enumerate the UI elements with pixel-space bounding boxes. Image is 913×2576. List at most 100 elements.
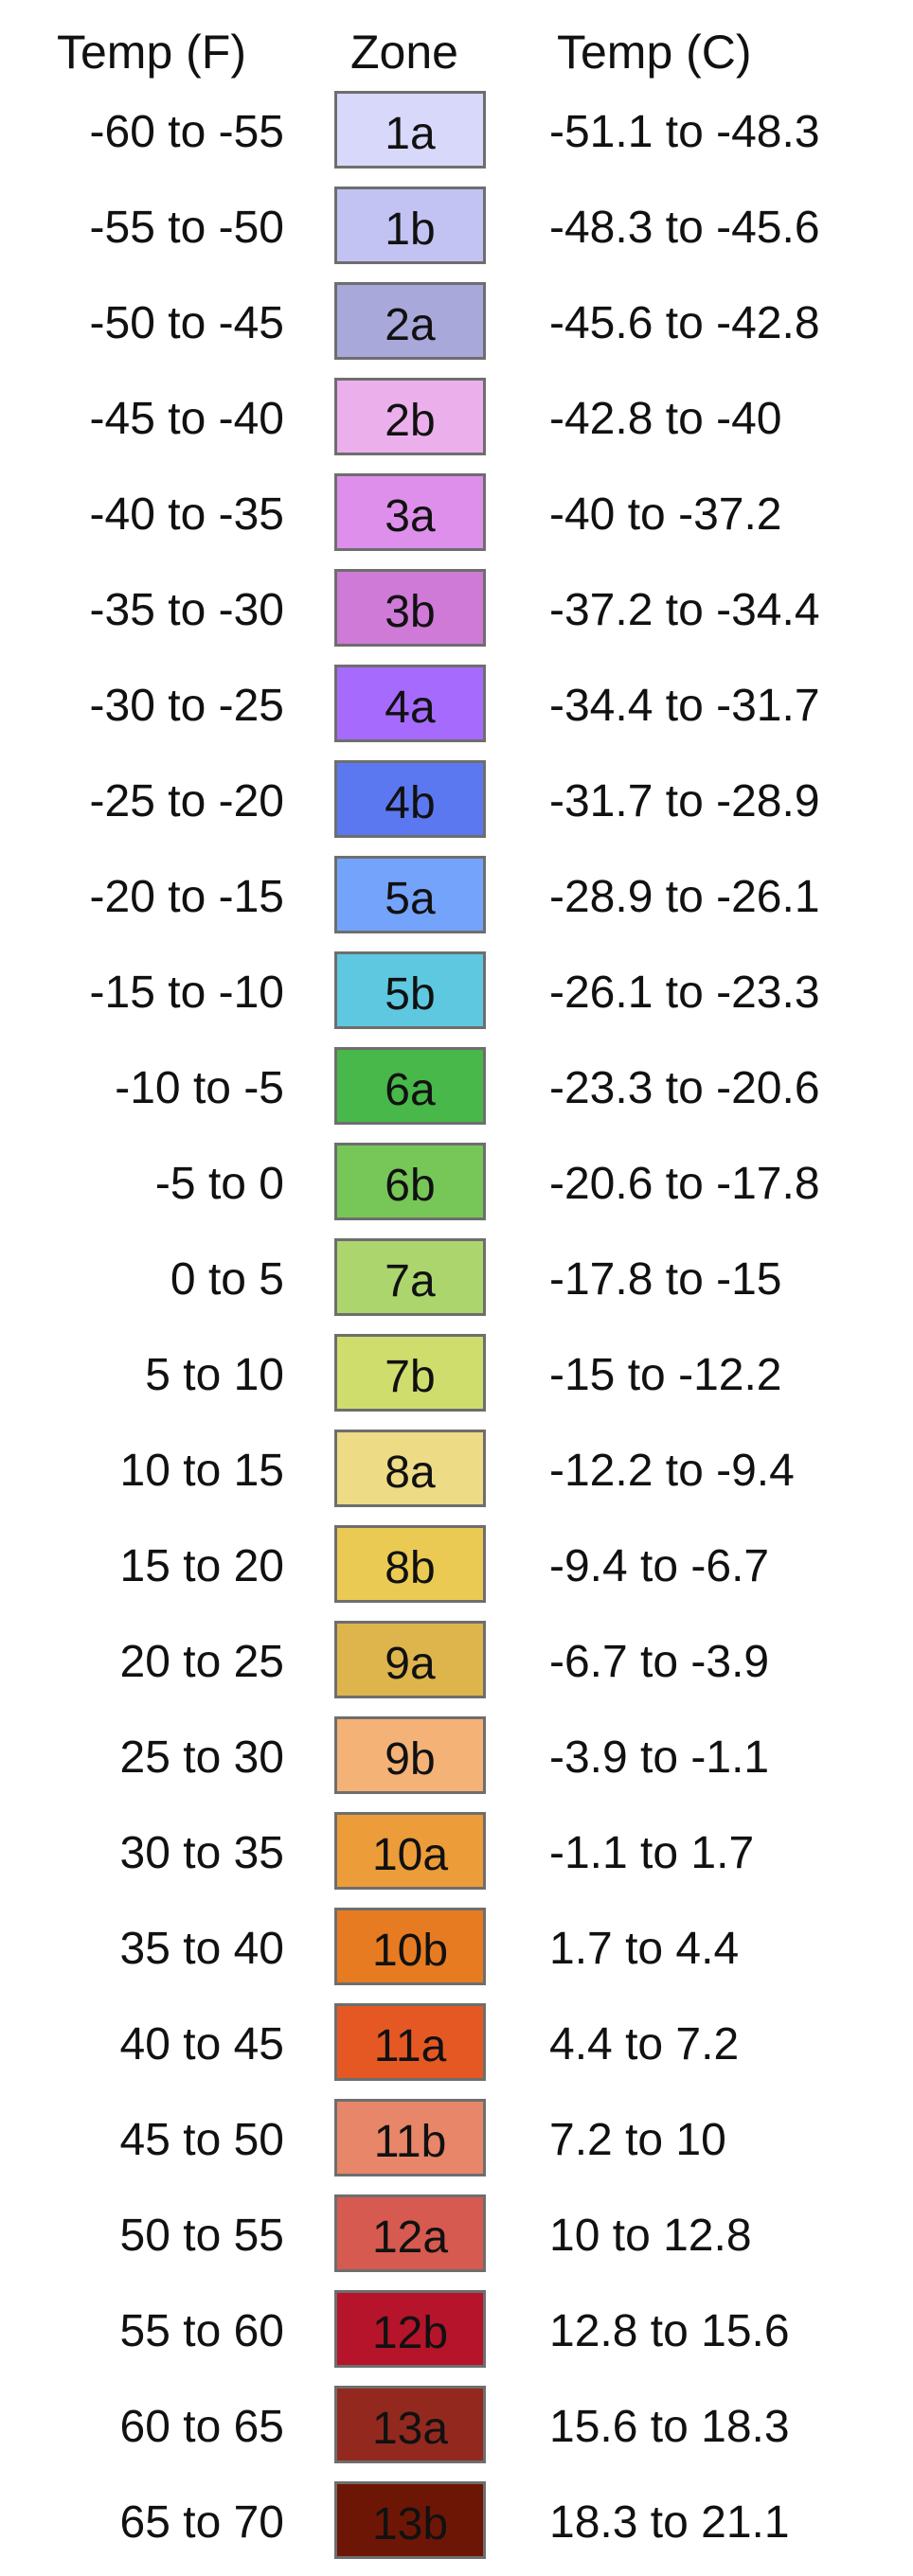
- temp-c-range: -42.8 to -40: [549, 394, 782, 444]
- temp-c-range: 12.8 to 15.6: [549, 2306, 790, 2356]
- zone-swatch-12b: 12b: [334, 2290, 486, 2368]
- legend-row-13b: 65 to 70 13b 18.3 to 21.1: [0, 2476, 913, 2571]
- zone-swatch-7b: 7b: [334, 1334, 486, 1412]
- legend-row-10b: 35 to 40 10b 1.7 to 4.4: [0, 1902, 913, 1998]
- temp-f-range: -10 to -5: [115, 1063, 284, 1113]
- zone-swatch-3a: 3a: [334, 473, 486, 551]
- temp-c-range: -23.3 to -20.6: [549, 1063, 820, 1113]
- temp-c-range: 4.4 to 7.2: [549, 2019, 740, 2070]
- zone-swatch-10a: 10a: [334, 1812, 486, 1890]
- legend-row-12a: 50 to 55 12a 10 to 12.8: [0, 2189, 913, 2284]
- zone-swatch-9a: 9a: [334, 1621, 486, 1698]
- temp-c-range: -45.6 to -42.8: [549, 298, 820, 348]
- zone-swatch-12a: 12a: [334, 2194, 486, 2272]
- temp-f-range: 45 to 50: [119, 2115, 284, 2165]
- temp-f-range: 35 to 40: [119, 1924, 284, 1974]
- temp-f-range: 15 to 20: [119, 1541, 284, 1591]
- zone-swatch-8b: 8b: [334, 1525, 486, 1603]
- temp-c-range: 15.6 to 18.3: [549, 2402, 790, 2452]
- temp-f-range: 20 to 25: [119, 1637, 284, 1687]
- temp-c-range: -12.2 to -9.4: [549, 1446, 795, 1496]
- temp-c-range: -34.4 to -31.7: [549, 681, 820, 731]
- zone-swatch-11b: 11b: [334, 2099, 486, 2176]
- zone-swatch-7a: 7a: [334, 1238, 486, 1316]
- temp-c-range: 18.3 to 21.1: [549, 2497, 790, 2548]
- legend-row-11a: 40 to 45 11a 4.4 to 7.2: [0, 1998, 913, 2093]
- temp-f-range: -15 to -10: [89, 968, 284, 1018]
- temp-f-range: 10 to 15: [119, 1446, 284, 1496]
- temp-f-range: 60 to 65: [119, 2402, 284, 2452]
- legend-row-1b: -55 to -50 1b -48.3 to -45.6: [0, 181, 913, 276]
- legend-row-5b: -15 to -10 5b -26.1 to -23.3: [0, 946, 913, 1041]
- temp-c-range: -15 to -12.2: [549, 1350, 782, 1400]
- zone-swatch-6b: 6b: [334, 1143, 486, 1220]
- temp-f-range: 65 to 70: [119, 2497, 284, 2548]
- temp-f-range: 40 to 45: [119, 2019, 284, 2070]
- legend-row-3a: -40 to -35 3a -40 to -37.2: [0, 468, 913, 563]
- header-temp-c: Temp (C): [557, 26, 752, 79]
- zone-swatch-13b: 13b: [334, 2481, 486, 2559]
- legend-row-2a: -50 to -45 2a -45.6 to -42.8: [0, 276, 913, 372]
- temp-c-range: -37.2 to -34.4: [549, 585, 820, 635]
- temp-f-range: -45 to -40: [89, 394, 284, 444]
- temp-f-range: 30 to 35: [119, 1828, 284, 1878]
- temp-f-range: -40 to -35: [89, 489, 284, 540]
- temp-f-range: 5 to 10: [145, 1350, 284, 1400]
- zone-swatch-1b: 1b: [334, 187, 486, 264]
- zone-swatch-5b: 5b: [334, 951, 486, 1029]
- legend-row-6a: -10 to -5 6a -23.3 to -20.6: [0, 1041, 913, 1137]
- header-zone: Zone: [350, 26, 458, 79]
- temp-f-range: 0 to 5: [170, 1254, 284, 1305]
- legend-row-1a: -60 to -55 1a -51.1 to -48.3: [0, 85, 913, 181]
- legend-row-11b: 45 to 50 11b 7.2 to 10: [0, 2093, 913, 2189]
- zone-swatch-11a: 11a: [334, 2003, 486, 2081]
- temp-c-range: -9.4 to -6.7: [549, 1541, 770, 1591]
- header-temp-f: Temp (F): [57, 26, 246, 79]
- temp-c-range: -28.9 to -26.1: [549, 872, 820, 922]
- temp-f-range: -20 to -15: [89, 872, 284, 922]
- zone-swatch-4a: 4a: [334, 665, 486, 742]
- temp-f-range: -30 to -25: [89, 681, 284, 731]
- legend-row-7b: 5 to 10 7b -15 to -12.2: [0, 1328, 913, 1424]
- zone-swatch-5a: 5a: [334, 856, 486, 933]
- temp-c-range: -51.1 to -48.3: [549, 107, 820, 157]
- zone-swatch-13a: 13a: [334, 2386, 486, 2463]
- legend-row-5a: -20 to -15 5a -28.9 to -26.1: [0, 850, 913, 946]
- zone-swatch-9b: 9b: [334, 1716, 486, 1794]
- zone-swatch-10b: 10b: [334, 1908, 486, 1985]
- legend-row-9b: 25 to 30 9b -3.9 to -1.1: [0, 1711, 913, 1806]
- legend-row-12b: 55 to 60 12b 12.8 to 15.6: [0, 2284, 913, 2380]
- zone-swatch-2b: 2b: [334, 378, 486, 455]
- legend-row-4a: -30 to -25 4a -34.4 to -31.7: [0, 659, 913, 755]
- temp-c-range: -31.7 to -28.9: [549, 776, 820, 826]
- legend-row-8b: 15 to 20 8b -9.4 to -6.7: [0, 1519, 913, 1615]
- temp-f-range: 25 to 30: [119, 1732, 284, 1783]
- legend-row-13a: 60 to 65 13a 15.6 to 18.3: [0, 2380, 913, 2476]
- zone-swatch-3b: 3b: [334, 569, 486, 647]
- zone-swatch-4b: 4b: [334, 760, 486, 838]
- legend-row-4b: -25 to -20 4b -31.7 to -28.9: [0, 755, 913, 850]
- temp-c-range: -40 to -37.2: [549, 489, 782, 540]
- temp-f-range: -35 to -30: [89, 585, 284, 635]
- temp-f-range: -25 to -20: [89, 776, 284, 826]
- temp-f-range: -5 to 0: [154, 1159, 284, 1209]
- temp-f-range: -55 to -50: [89, 203, 284, 253]
- zone-swatch-2a: 2a: [334, 282, 486, 360]
- temp-c-range: -20.6 to -17.8: [549, 1159, 820, 1209]
- legend-row-8a: 10 to 15 8a -12.2 to -9.4: [0, 1424, 913, 1519]
- temp-f-range: -60 to -55: [89, 107, 284, 157]
- zone-swatch-1a: 1a: [334, 91, 486, 169]
- zone-swatch-8a: 8a: [334, 1430, 486, 1507]
- legend-row-6b: -5 to 0 6b -20.6 to -17.8: [0, 1137, 913, 1233]
- legend-row-10a: 30 to 35 10a -1.1 to 1.7: [0, 1806, 913, 1902]
- temp-f-range: -50 to -45: [89, 298, 284, 348]
- temp-c-range: -48.3 to -45.6: [549, 203, 820, 253]
- temp-f-range: 55 to 60: [119, 2306, 284, 2356]
- legend-row-7a: 0 to 5 7a -17.8 to -15: [0, 1233, 913, 1328]
- temp-f-range: 50 to 55: [119, 2211, 284, 2261]
- temp-c-range: 10 to 12.8: [549, 2211, 752, 2261]
- temp-c-range: -17.8 to -15: [549, 1254, 782, 1305]
- legend-row-3b: -35 to -30 3b -37.2 to -34.4: [0, 563, 913, 659]
- temp-c-range: 1.7 to 4.4: [549, 1924, 740, 1974]
